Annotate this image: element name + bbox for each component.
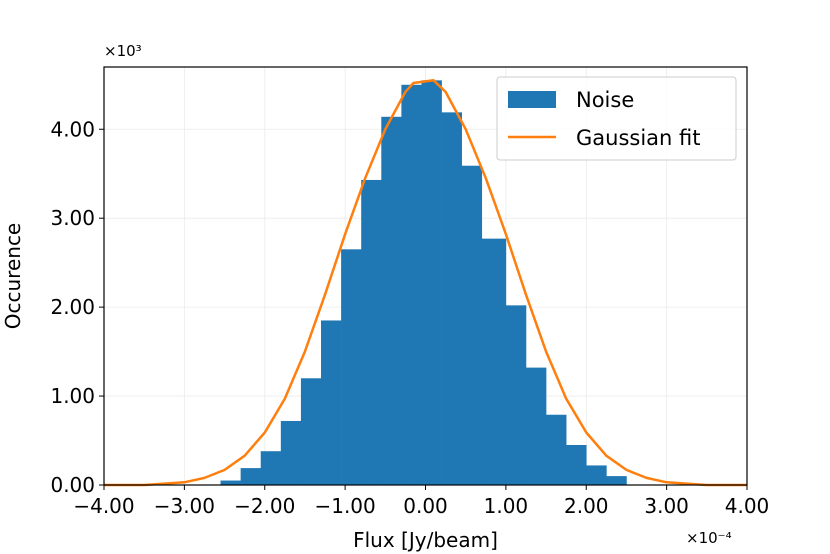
- y-tick-label-4: 4.00: [50, 117, 95, 141]
- histogram-bar-14: [505, 305, 527, 485]
- x-axis-ticks: −4.00 −3.00 −2.00 −1.00 0.00 1.00 2.00 3.00 4.00: [73, 485, 769, 518]
- histogram-bar-13: [481, 238, 507, 485]
- gaussian-fit-curve: [104, 79, 747, 487]
- y-axis-multiplier: ×10³: [104, 42, 142, 60]
- histogram-bar-0: [220, 480, 241, 485]
- y-axis-ticks: 0.00 1.00 2.00 3.00 4.00: [50, 117, 104, 497]
- histogram-bar-18: [586, 465, 607, 485]
- histogram-bar-1: [240, 468, 262, 485]
- x-tick-label-7: 3.00: [644, 494, 689, 518]
- histogram-bars: [220, 80, 627, 486]
- histogram-bar-8: [381, 116, 402, 485]
- x-tick-label-5: 1.00: [484, 494, 529, 518]
- x-tick-label-1: −3.00: [154, 494, 215, 518]
- histogram-bar-19: [606, 476, 627, 485]
- y-tick-label-2: 2.00: [50, 295, 95, 319]
- histogram-bar-9: [401, 84, 422, 485]
- y-tick-label-1: 1.00: [50, 384, 95, 408]
- y-tick-label-3: 3.00: [50, 206, 95, 230]
- x-axis-multiplier: ×10⁻⁴: [686, 529, 732, 547]
- histogram-bar-16: [546, 414, 567, 485]
- histogram-bar-12: [461, 165, 483, 485]
- y-tick-label-0: 0.00: [50, 473, 95, 497]
- x-tick-label-3: −1.00: [314, 494, 375, 518]
- x-tick-label-0: −4.00: [73, 494, 134, 518]
- histogram-bar-7: [361, 179, 382, 486]
- legend: Noise Gaussian fit: [496, 76, 737, 161]
- histogram-bar-10: [421, 80, 442, 485]
- histogram-bar-11: [441, 112, 462, 485]
- histogram-bar-6: [341, 249, 362, 485]
- legend-box: [496, 76, 737, 161]
- gaussian-fit-line: [104, 79, 747, 487]
- x-tick-label-4: 0.00: [403, 494, 448, 518]
- histogram-bar-4: [300, 378, 322, 485]
- histogram-bar-17: [566, 444, 587, 485]
- legend-swatch-noise: [508, 91, 556, 108]
- y-axis-label: Occurence: [1, 223, 25, 329]
- histogram-bar-3: [280, 420, 302, 485]
- x-tick-label-2: −2.00: [234, 494, 295, 518]
- histogram-bar-2: [260, 451, 282, 485]
- x-tick-label-8: 4.00: [725, 494, 770, 518]
- x-axis-label: Flux [Jy/beam]: [353, 528, 498, 552]
- legend-label-gaussian-fit: Gaussian fit: [576, 126, 700, 150]
- histogram-bar-15: [525, 367, 547, 485]
- histogram-bar-5: [321, 320, 342, 485]
- x-tick-label-6: 2.00: [564, 494, 609, 518]
- legend-label-noise: Noise: [576, 88, 634, 112]
